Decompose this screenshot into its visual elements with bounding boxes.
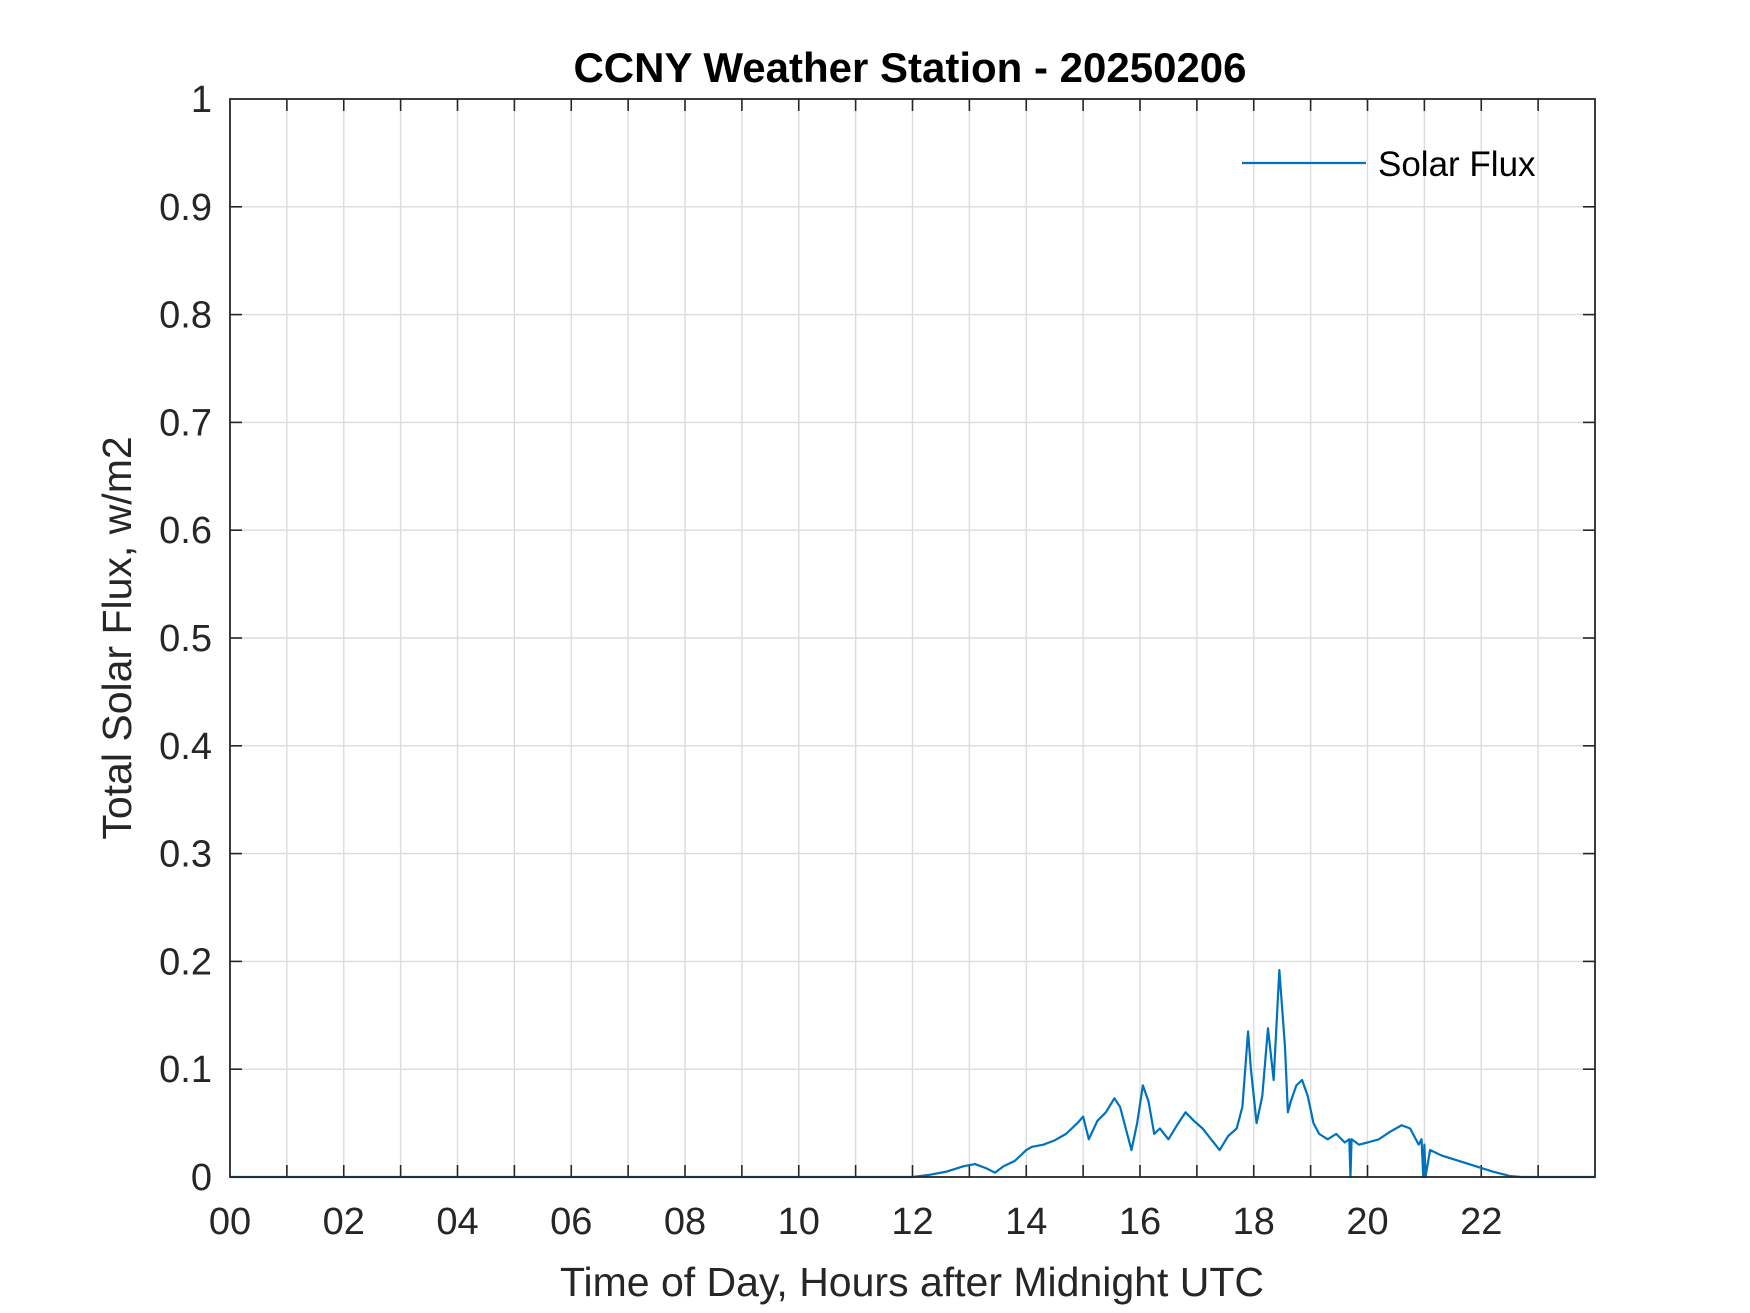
y-tick-label: 0.7: [159, 402, 212, 444]
y-tick-labels: 0 0.1 0.2 0.3 0.4 0.5 0.6 0.7 0.8 0.9 1: [159, 79, 212, 1199]
y-tick-label: 0.9: [159, 187, 212, 229]
x-tick-label: 20: [1346, 1201, 1388, 1243]
x-axis-label: Time of Day, Hours after Midnight UTC: [560, 1259, 1264, 1305]
x-tick-label: 10: [778, 1201, 820, 1243]
y-tick-label: 0.2: [159, 941, 212, 983]
x-tick-label: 06: [550, 1201, 592, 1243]
y-tick-label: 1: [191, 79, 212, 121]
chart-title: CCNY Weather Station - 20250206: [573, 44, 1246, 91]
x-tick-label: 08: [664, 1201, 706, 1243]
x-tick-label: 14: [1005, 1201, 1047, 1243]
axis-ticks: [230, 99, 1595, 1177]
y-axis-label: Total Solar Flux, w/m2: [94, 436, 140, 839]
y-tick-label: 0.4: [159, 726, 212, 768]
x-tick-labels: 00 02 04 06 08 10 12 14 16 18 20 22: [209, 1201, 1503, 1243]
y-tick-label: 0.8: [159, 295, 212, 337]
series-lines: [230, 968, 1595, 1179]
x-tick-label: 04: [436, 1201, 478, 1243]
x-tick-label: 22: [1460, 1201, 1502, 1243]
legend: Solar Flux: [1242, 145, 1536, 184]
legend-label-solar-flux: Solar Flux: [1378, 145, 1536, 184]
y-tick-label: 0: [191, 1157, 212, 1199]
y-tick-label: 0.1: [159, 1049, 212, 1091]
x-tick-label: 18: [1233, 1201, 1275, 1243]
y-tick-label: 0.6: [159, 510, 212, 552]
x-tick-label: 00: [209, 1201, 251, 1243]
plot-frame: [229, 98, 1596, 1178]
y-tick-label: 0.3: [159, 834, 212, 876]
x-tick-label: 16: [1119, 1201, 1161, 1243]
grid-lines: [230, 99, 1595, 1177]
y-tick-label: 0.5: [159, 618, 212, 660]
x-tick-label: 12: [891, 1201, 933, 1243]
series-line-solar-flux: [230, 968, 1595, 1179]
x-tick-label: 02: [323, 1201, 365, 1243]
